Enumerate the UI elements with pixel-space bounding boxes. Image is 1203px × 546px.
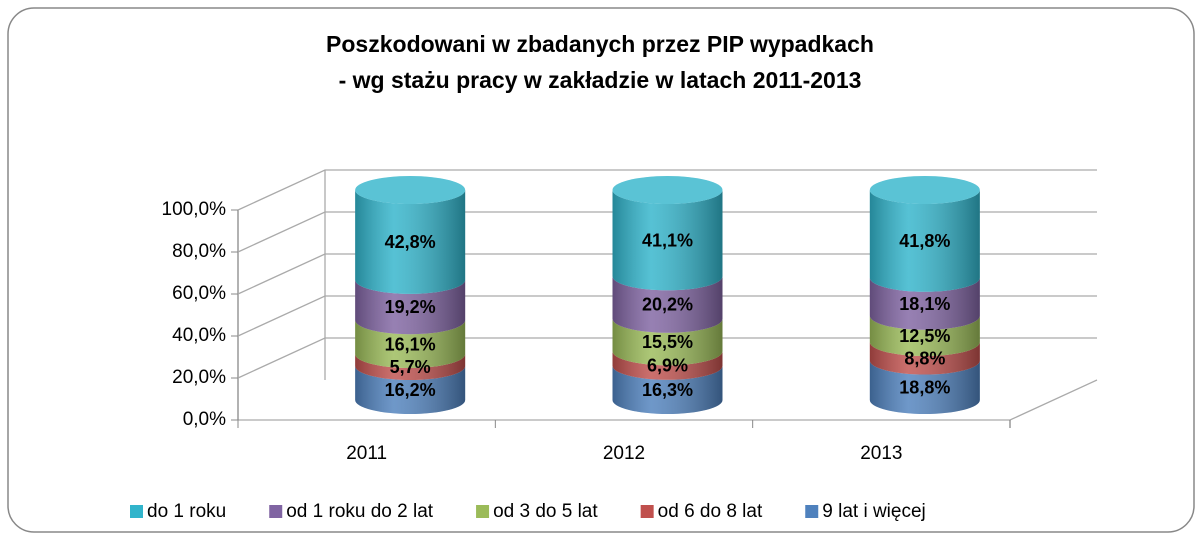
segment-shade: [869, 360, 980, 415]
value-label: 16,1%: [385, 334, 436, 354]
x-tick-label: 2013: [860, 443, 902, 464]
chart-title: Poszkodowani w zbadanych przez PIP wypad…: [326, 31, 874, 57]
cylinder-segment: [869, 360, 980, 415]
x-tick-label: 2012: [603, 443, 645, 464]
y-tick-label: 20,0%: [172, 367, 226, 388]
value-label: 12,5%: [899, 326, 950, 346]
segment-shade: [612, 318, 723, 366]
cylinder-segment: [355, 279, 466, 335]
grid-line: [237, 295, 1097, 337]
value-label: 6,9%: [647, 356, 688, 376]
cylinder-top-highlight: [355, 176, 466, 204]
x-tick-label: 2011: [346, 443, 387, 464]
value-label: 15,5%: [642, 332, 693, 352]
cylinder-segment: [612, 318, 723, 366]
grid-line: [237, 211, 1097, 253]
cylinder-segment: [869, 190, 980, 292]
segment-shade: [869, 277, 980, 330]
cylinder-segment: [612, 276, 723, 333]
value-label: 41,8%: [899, 231, 950, 251]
legend-item: od 3 do 5 lat: [476, 501, 598, 522]
value-label: 16,3%: [642, 380, 693, 400]
segment-shade: [355, 320, 466, 369]
legend-swatch: [476, 505, 490, 518]
cylinder-top: [869, 176, 980, 204]
segment-shade: [612, 276, 723, 333]
cylinder-segment: [355, 320, 466, 369]
value-label: 16,2%: [385, 380, 436, 400]
value-label: 8,8%: [904, 348, 945, 368]
legend-item: od 1 roku do 2 lat: [269, 501, 434, 522]
value-label: 5,7%: [390, 357, 431, 377]
y-tick-label: 80,0%: [172, 241, 226, 262]
chart-title: - wg stażu pracy w zakładzie w latach 20…: [339, 67, 862, 93]
legend-label: od 3 do 5 lat: [493, 501, 598, 522]
y-tick-label: 0,0%: [183, 409, 226, 430]
segment-shade: [355, 279, 466, 335]
segment-shade: [355, 365, 466, 414]
value-label: 18,8%: [899, 377, 950, 397]
grid-line: [237, 253, 1097, 295]
segment-shade: [869, 315, 980, 357]
legend-swatch: [269, 505, 283, 518]
legend-swatch: [130, 505, 143, 518]
value-label: 20,2%: [642, 295, 693, 315]
segment-shade: [612, 190, 723, 291]
segment-shade: [869, 342, 980, 375]
grid-line: [237, 337, 1097, 379]
segment-shade: [355, 354, 466, 380]
legend-label: 9 lat i więcej: [822, 501, 926, 522]
legend-label: od 1 roku do 2 lat: [286, 501, 434, 522]
cylinder-top-highlight: [869, 176, 980, 204]
legend-label: od 6 do 8 lat: [658, 501, 763, 522]
y-tick-label: 100,0%: [162, 199, 227, 220]
segment-shade: [869, 190, 980, 292]
segment-shade: [612, 365, 723, 415]
legend-item: do 1 roku: [130, 501, 226, 522]
cylinder-segment: [612, 351, 723, 380]
y-tick-label: 60,0%: [172, 283, 226, 304]
legend-label: do 1 roku: [147, 501, 226, 522]
cylinder-top: [355, 176, 466, 204]
y-tick-label: 40,0%: [172, 325, 226, 346]
legend-item: od 6 do 8 lat: [640, 501, 763, 522]
value-label: 42,8%: [385, 232, 436, 252]
cylinder-top: [612, 176, 723, 204]
cylinder-top-highlight: [612, 176, 723, 204]
legend-swatch: [640, 505, 654, 518]
grid-line: [237, 169, 1097, 211]
cylinder-segment: [355, 190, 466, 294]
value-label: 19,2%: [385, 297, 436, 317]
segment-shade: [612, 351, 723, 380]
cylinder-segment: [612, 190, 723, 291]
value-label: 18,1%: [899, 294, 950, 314]
value-label: 41,1%: [642, 230, 693, 250]
cylinder-segment: [355, 354, 466, 380]
legend-swatch: [805, 505, 819, 518]
cylinder-segment: [612, 365, 723, 415]
cylinder-segment: [869, 277, 980, 330]
legend-item: 9 lat i więcej: [805, 501, 926, 522]
segment-shade: [355, 190, 466, 294]
cylinder-segment: [355, 365, 466, 414]
cylinder-segment: [869, 342, 980, 375]
cylinder-segment: [869, 315, 980, 357]
